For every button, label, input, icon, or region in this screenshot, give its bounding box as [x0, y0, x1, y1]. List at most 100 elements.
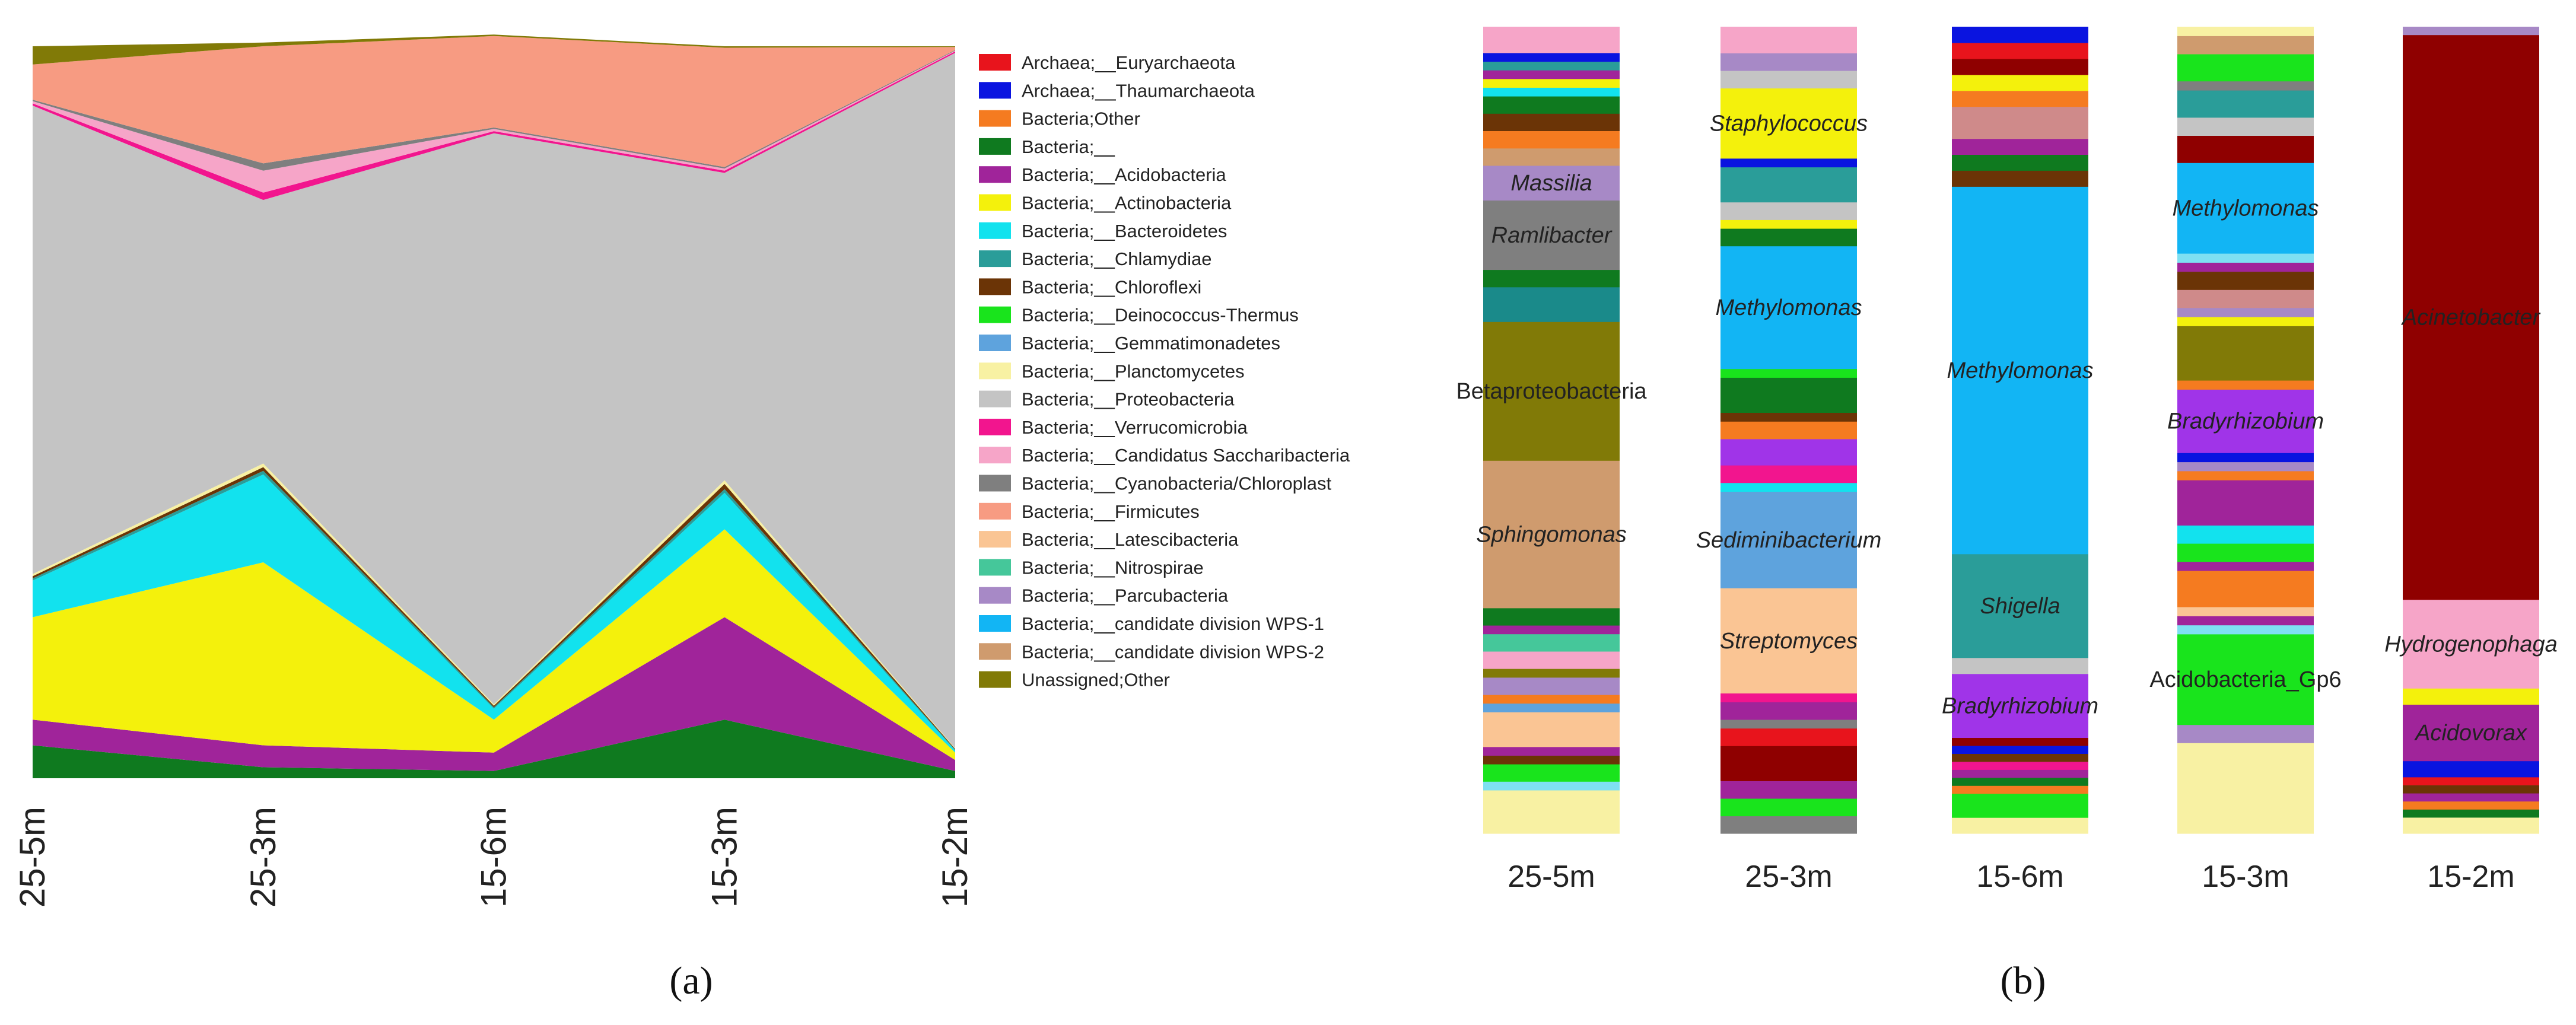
legend-swatch	[979, 559, 1011, 576]
legend-swatch	[979, 671, 1011, 688]
segment	[1720, 781, 1857, 799]
segment	[2177, 461, 2314, 472]
segment	[2177, 289, 2314, 308]
taxon-label-methylomonas: Methylomonas	[2172, 196, 2319, 221]
segment	[1720, 70, 1857, 89]
segment	[2177, 81, 2314, 91]
legend-label: Bacteria;__Verrucomicrobia	[1022, 417, 1248, 438]
segment	[1952, 657, 2088, 674]
segment	[2177, 480, 2314, 526]
taxon-label-sediminibacterium: Sediminibacterium	[1696, 528, 1882, 553]
legend-label: Bacteria;__Proteobacteria	[1022, 389, 1235, 410]
segment	[1483, 148, 1620, 166]
bar-label-25-3m: 25-3m	[1745, 860, 1832, 894]
segment	[1720, 167, 1857, 203]
segment	[1483, 625, 1620, 635]
segment	[2177, 380, 2314, 390]
legend-item: Bacteria;__Bacteroidetes	[979, 221, 1227, 241]
legend-item: Bacteria;__Gemmatimonadetes	[979, 333, 1280, 354]
segment-massilia	[1483, 165, 1620, 201]
segment	[1720, 202, 1857, 220]
segment	[1720, 702, 1857, 720]
legend-swatch	[979, 615, 1011, 632]
legend-item: Bacteria;__candidate division WPS-1	[979, 613, 1324, 634]
segment	[1720, 368, 1857, 378]
segment	[2177, 525, 2314, 544]
segment	[1720, 816, 1857, 834]
legend-swatch	[979, 418, 1011, 435]
segment	[1483, 287, 1620, 322]
segment	[1483, 61, 1620, 71]
segment	[1483, 746, 1620, 756]
x-tick-25-5m: 25-5m	[12, 807, 52, 908]
segment	[2177, 616, 2314, 626]
legend-label: Bacteria;__Bacteroidetes	[1022, 221, 1227, 241]
segment-betaproteobacteria	[1483, 321, 1620, 461]
segment-sphingomonas	[1483, 460, 1620, 609]
x-tick-labels-b: 25-5m 25-3m 15-6m 15-3m 15-2m	[1508, 860, 2514, 894]
segment	[1952, 74, 2088, 91]
segment	[2177, 543, 2314, 562]
panel-label-a: (a)	[669, 959, 713, 1002]
legend-swatch	[979, 475, 1011, 492]
legend-label: Bacteria;__Candidatus Saccharibacteria	[1022, 445, 1350, 466]
legend-swatch	[979, 194, 1011, 211]
panel-a-area-chart: 25-5m 25-3m 15-6m 15-3m 15-2m Archaea;__Eury…	[12, 34, 1350, 908]
segment	[1483, 755, 1620, 765]
legend-item: Bacteria;__Parcubacteria	[979, 585, 1229, 606]
bar-25-3m: Streptomyces Sediminibacterium Methylomona…	[1696, 27, 1882, 834]
segment	[2403, 809, 2539, 818]
legend-item: Archaea;__Euryarchaeota	[979, 52, 1236, 73]
taxon-label-shigella: Shigella	[1980, 594, 2060, 619]
legend-swatch	[979, 166, 1011, 183]
segment	[1483, 96, 1620, 114]
segment	[1952, 27, 2088, 43]
segment	[2177, 307, 2314, 317]
legend-label: Bacteria;__Chloroflexi	[1022, 276, 1201, 297]
segment-streptomyces	[1720, 588, 1857, 694]
x-tick-labels-a: 25-5m 25-3m 15-6m 15-3m 15-2m	[12, 807, 975, 908]
legend-swatch	[979, 643, 1011, 660]
legend-label: Archaea;__Euryarchaeota	[1022, 52, 1236, 73]
segment-acidobacteria-gp6	[2177, 634, 2314, 725]
segment	[2177, 53, 2314, 82]
segment	[2403, 688, 2539, 705]
legend-item: Bacteria;__Chloroflexi	[979, 276, 1201, 297]
area-bacteria-bacteroidetes	[33, 474, 955, 753]
legend-item: Bacteria;__Chlamydiae	[979, 249, 1212, 269]
segment-methylomonas	[1720, 246, 1857, 370]
taxon-label-massilia: Massilia	[1510, 171, 1592, 196]
segment	[2403, 801, 2539, 810]
segment	[1483, 607, 1620, 626]
legend-item: Bacteria;__Nitrospirae	[979, 557, 1204, 578]
segment	[2177, 570, 2314, 607]
segment	[2177, 262, 2314, 272]
taxon-label-bradyrhizobium: Bradyrhizobium	[1942, 694, 2098, 719]
area-bacteria	[33, 720, 955, 778]
segment-ramlibacter	[1483, 200, 1620, 270]
legend-swatch	[979, 447, 1011, 464]
legend-item: Bacteria;__Proteobacteria	[979, 389, 1235, 410]
segment-methylomonas	[2177, 163, 2314, 254]
segment	[1720, 412, 1857, 422]
segment	[1952, 170, 2088, 187]
segment	[1720, 158, 1857, 168]
legend-item: Bacteria;__Actinobacteria	[979, 193, 1232, 214]
legend-swatch	[979, 531, 1011, 548]
segment	[1720, 421, 1857, 440]
segment	[1952, 777, 2088, 786]
segment	[2177, 743, 2314, 834]
segment	[1483, 87, 1620, 97]
segment-methylomonas	[1952, 186, 2088, 555]
segment	[2177, 253, 2314, 263]
legend-item: Bacteria;__Deinococcus-Thermus	[979, 305, 1299, 326]
legend-label: Bacteria;__Deinococcus-Thermus	[1022, 305, 1299, 326]
segment	[1720, 219, 1857, 229]
segment	[2177, 36, 2314, 55]
segment	[1952, 753, 2088, 762]
segment	[1483, 669, 1620, 678]
segment	[1720, 746, 1857, 781]
area-unassigned-other	[33, 34, 955, 65]
legend-item: Bacteria;__	[979, 136, 1115, 157]
